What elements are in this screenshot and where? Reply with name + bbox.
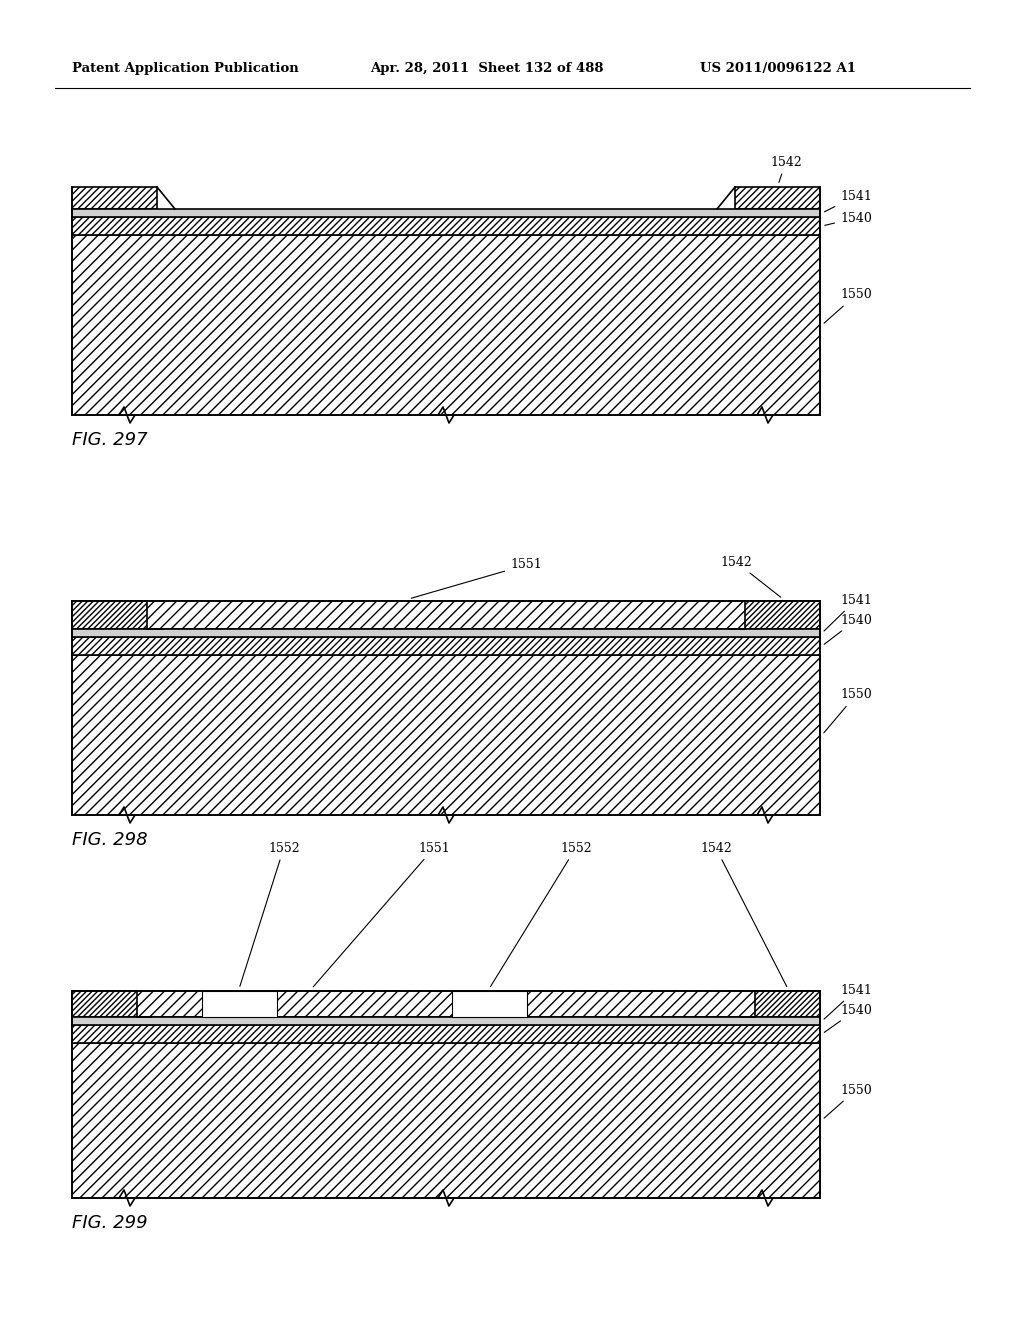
Bar — [72, 216, 820, 235]
Bar — [745, 601, 820, 630]
Bar — [452, 991, 527, 1016]
Bar — [72, 601, 147, 630]
Text: 1550: 1550 — [824, 289, 871, 323]
Text: FIG. 297: FIG. 297 — [72, 432, 147, 449]
Text: 1542: 1542 — [720, 556, 781, 597]
Text: 1551: 1551 — [313, 842, 450, 987]
Text: 1542: 1542 — [770, 156, 802, 182]
Bar — [72, 1043, 820, 1199]
Bar — [72, 235, 820, 414]
Text: 1540: 1540 — [824, 211, 871, 226]
Bar — [72, 187, 157, 209]
Text: 1541: 1541 — [824, 983, 871, 1019]
Bar — [72, 209, 820, 216]
Bar — [72, 991, 820, 1016]
Bar — [72, 630, 820, 638]
Bar — [72, 638, 820, 655]
Bar — [202, 991, 278, 1016]
Text: 1552: 1552 — [240, 842, 300, 986]
Bar — [72, 601, 820, 630]
Text: Apr. 28, 2011  Sheet 132 of 488: Apr. 28, 2011 Sheet 132 of 488 — [370, 62, 603, 75]
Text: US 2011/0096122 A1: US 2011/0096122 A1 — [700, 62, 856, 75]
Bar — [72, 1026, 820, 1043]
Text: 1540: 1540 — [824, 1003, 871, 1032]
Text: 1540: 1540 — [824, 614, 871, 644]
Text: FIG. 298: FIG. 298 — [72, 832, 147, 849]
Text: 1550: 1550 — [823, 689, 871, 733]
Bar — [72, 655, 820, 814]
Bar — [72, 1016, 820, 1026]
Text: Patent Application Publication: Patent Application Publication — [72, 62, 299, 75]
Text: 1541: 1541 — [824, 594, 871, 631]
Text: 1541: 1541 — [824, 190, 871, 211]
Bar — [735, 187, 820, 209]
Bar — [755, 991, 820, 1016]
Text: 1551: 1551 — [412, 558, 542, 598]
Bar — [72, 991, 137, 1016]
Text: 1552: 1552 — [490, 842, 592, 986]
Text: 1542: 1542 — [700, 842, 786, 986]
Text: FIG. 299: FIG. 299 — [72, 1214, 147, 1232]
Text: 1550: 1550 — [824, 1084, 871, 1118]
